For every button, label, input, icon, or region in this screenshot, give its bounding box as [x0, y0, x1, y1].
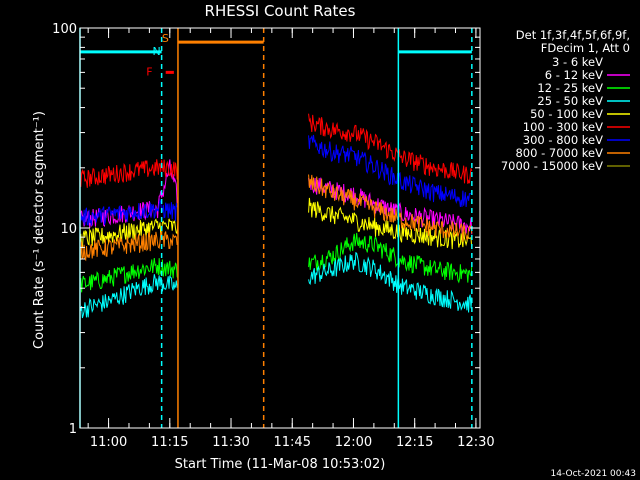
x-tick-label: 11:15: [151, 435, 188, 450]
x-tick-label: 11:45: [274, 435, 311, 450]
legend-label: 7000 - 15000 keV: [501, 159, 603, 173]
marker-label-s: S: [162, 32, 169, 45]
x-axis-label: Start Time (11-Mar-08 10:53:02): [175, 457, 386, 472]
axes: 1 10 100 11:00 11:15 11:30 11:45 12:00 12:15 12:3…: [52, 22, 494, 450]
x-tick-label: 12:15: [396, 435, 433, 450]
x-tick-label: 12:00: [335, 435, 372, 450]
series-lines: [79, 113, 473, 319]
legend-label: 300 - 800 keV: [523, 133, 603, 147]
legend-label: 25 - 50 keV: [537, 94, 603, 108]
series-line-3: [79, 251, 473, 319]
marker-label-f: F: [146, 65, 152, 78]
y-tick-label: 10: [60, 222, 77, 237]
legend-label: 50 - 100 keV: [530, 107, 603, 121]
legend-label: 100 - 300 keV: [523, 120, 603, 134]
legend-label: 3 - 6 keV: [552, 55, 603, 69]
legend-header-line: Det 1f,3f,4f,5f,6f,9f,: [516, 28, 630, 42]
marker-label-n: N: [152, 45, 160, 58]
legend-label: 12 - 25 keV: [537, 81, 603, 95]
legend: Det 1f,3f,4f,5f,6f,9f,FDecim 1, Att 03 -…: [501, 28, 630, 173]
legend-header-line: FDecim 1, Att 0: [541, 41, 630, 55]
y-axis-label: Count Rate (s⁻¹ detector segment⁻¹): [32, 111, 47, 349]
chart-title: RHESSI Count Rates: [205, 2, 356, 20]
footer-timestamp: 14-Oct-2021 00:43: [551, 469, 636, 479]
legend-label: 800 - 7000 keV: [515, 146, 603, 160]
x-tick-label: 11:00: [90, 435, 127, 450]
series-line-5: [79, 113, 473, 188]
x-tick-label: 12:30: [457, 435, 494, 450]
y-tick-label: 1: [69, 422, 77, 437]
series-line-7: [79, 174, 473, 262]
x-tick-label: 11:30: [212, 435, 249, 450]
legend-label: 6 - 12 keV: [545, 68, 603, 82]
y-tick-label: 100: [52, 22, 77, 37]
